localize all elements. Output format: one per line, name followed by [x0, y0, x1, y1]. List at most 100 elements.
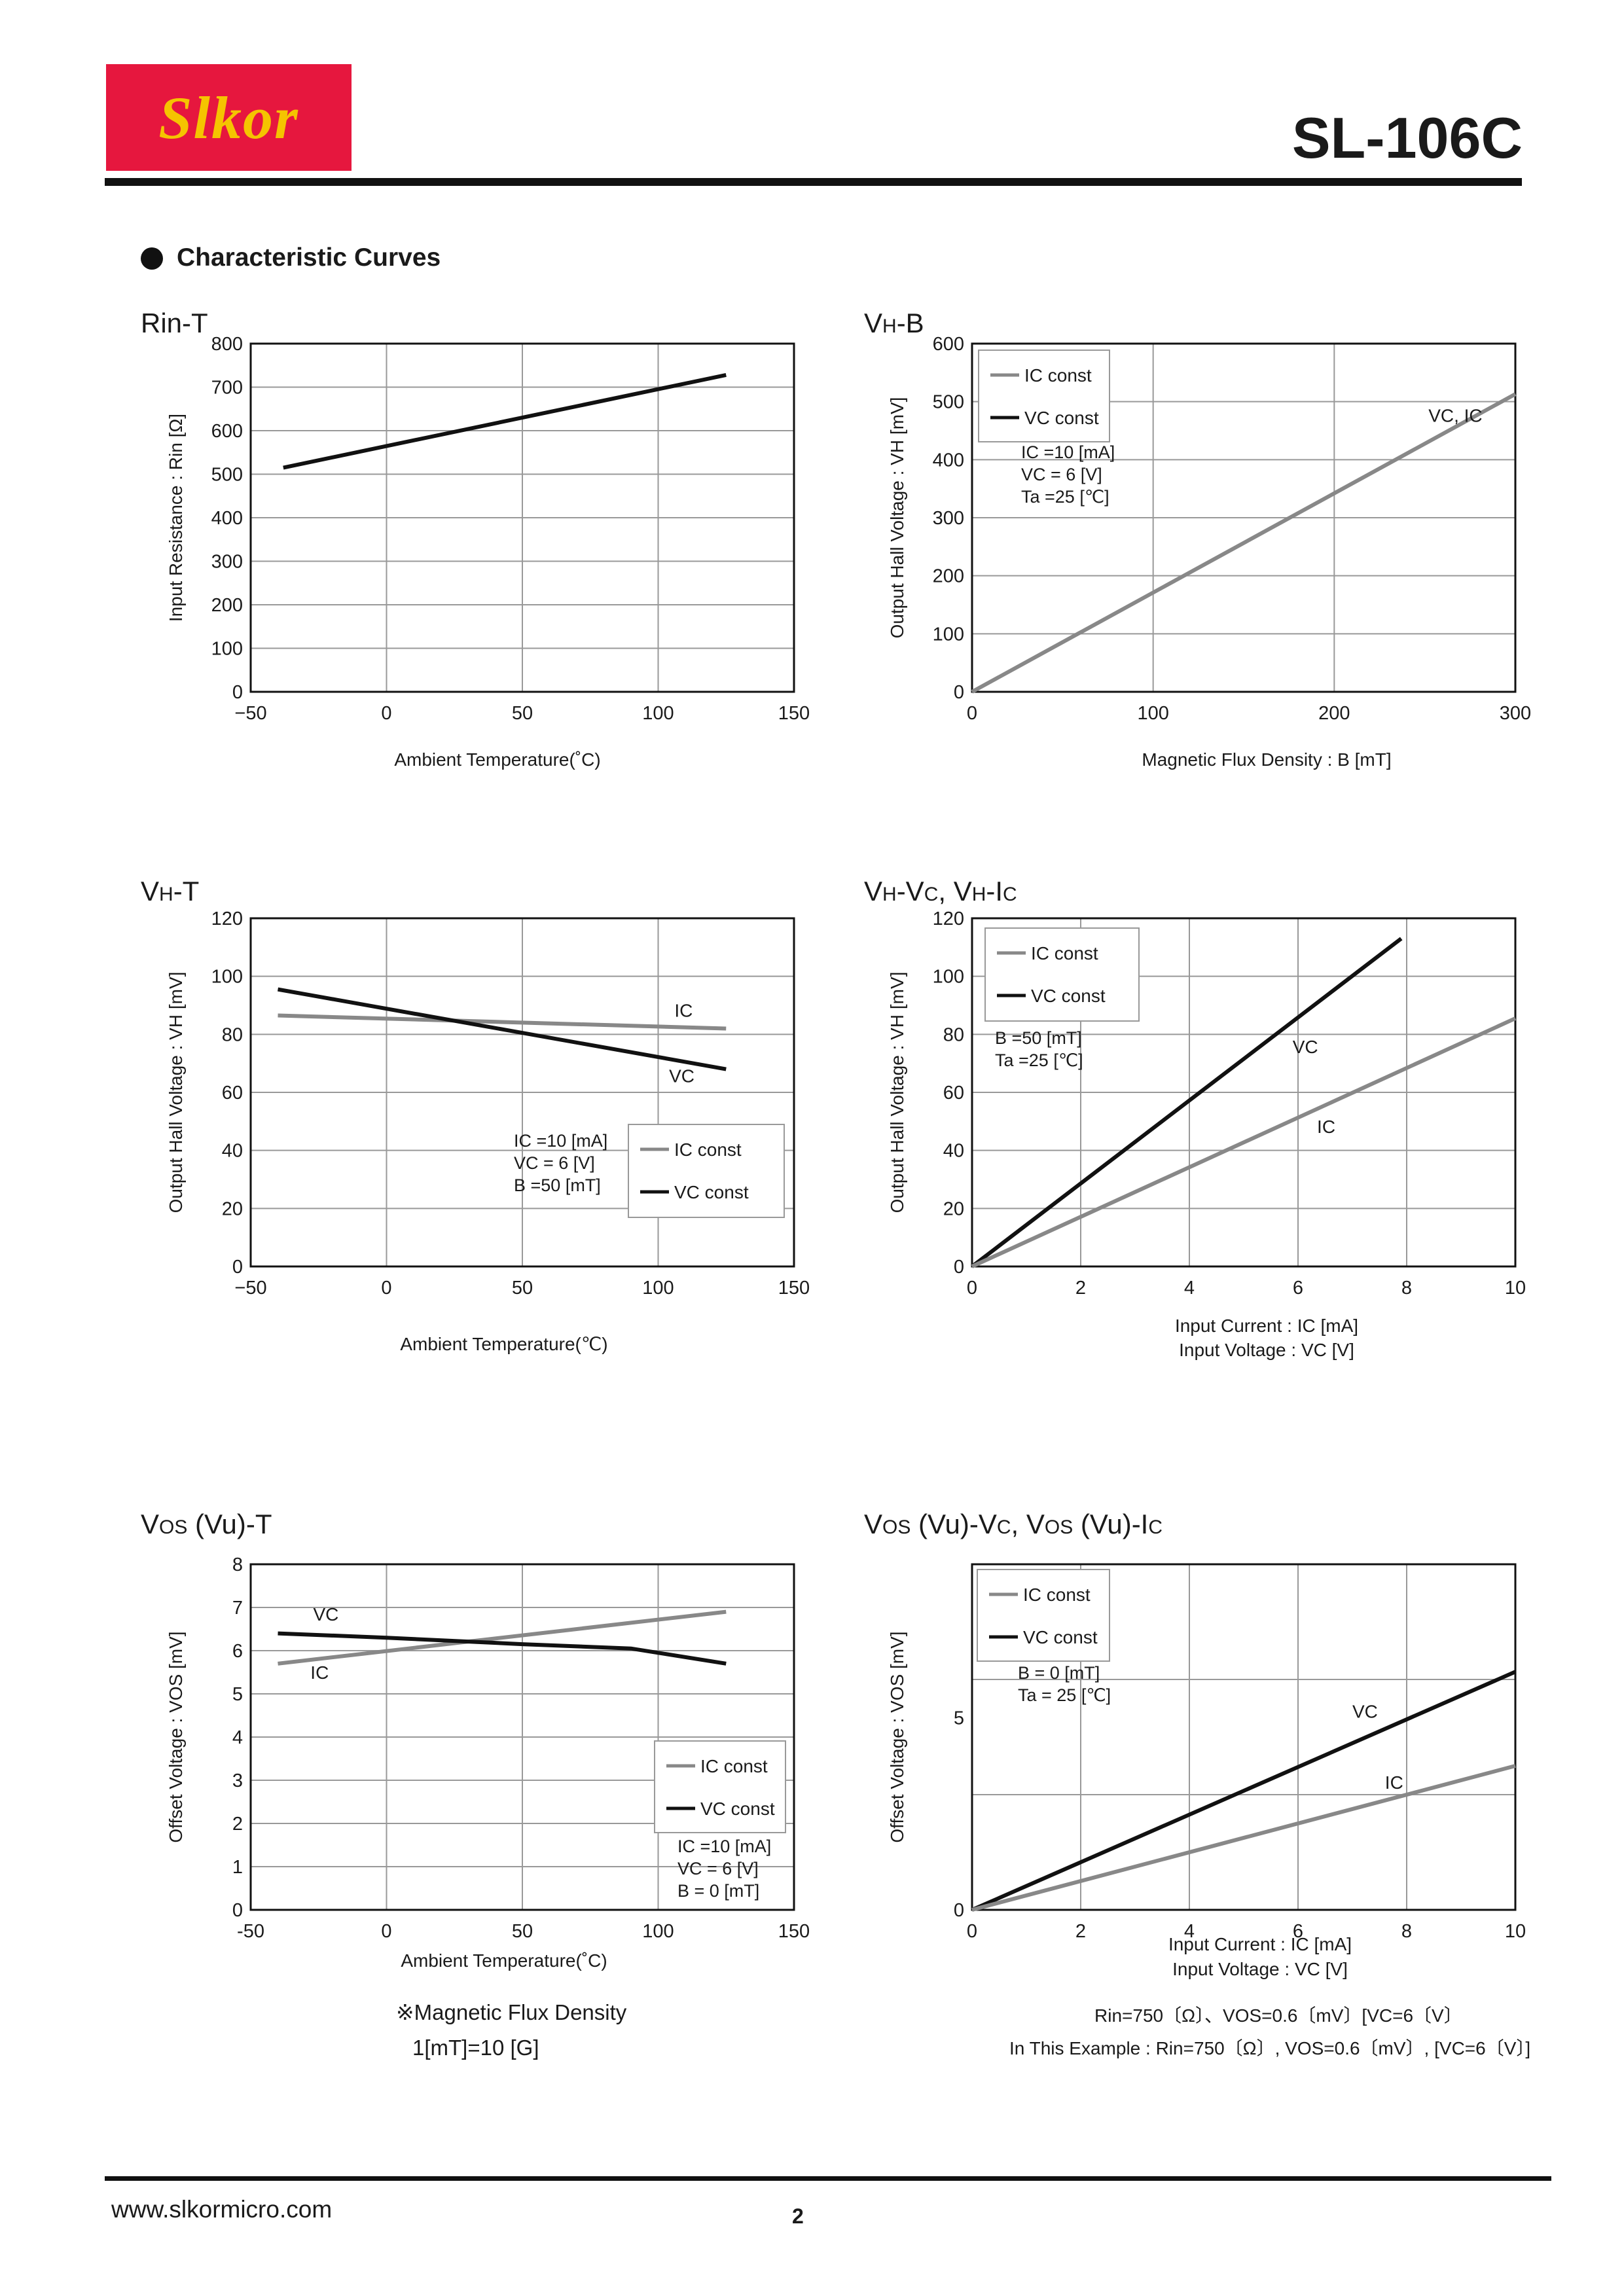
- x-axis-label: Input Current : IC [mA]: [1168, 1934, 1352, 1954]
- x-tick-label: 2: [1075, 1921, 1086, 1942]
- x-axis-label-2: Input Voltage : VC [V]: [1179, 1340, 1354, 1360]
- header-divider: [105, 178, 1522, 186]
- y-tick-label: 20: [222, 1198, 243, 1219]
- x-tick-label: 10: [1505, 1278, 1526, 1299]
- y-tick-label: 0: [232, 682, 243, 703]
- x-tick-label: 50: [512, 1921, 533, 1942]
- condition-text: Ta =25 [℃]: [1021, 487, 1110, 507]
- plot-frame: [971, 1563, 1517, 1911]
- y-axis-label: Input Resistance : Rin [Ω]: [166, 414, 186, 622]
- bullet-icon: [141, 247, 163, 270]
- y-tick-label: 80: [222, 1024, 243, 1045]
- example-note-1: Rin=750〔Ω〕、VOS=0.6〔mV〕[VC=6〔V〕: [1094, 2005, 1462, 2026]
- y-tick-label: 500: [211, 465, 243, 486]
- legend-entry: IC const: [674, 1139, 742, 1160]
- y-tick-label: 0: [954, 1257, 964, 1278]
- plot-frame: [971, 917, 1517, 1268]
- legend-entry: VC const: [1031, 986, 1106, 1006]
- y-tick-label: 100: [211, 639, 243, 660]
- x-tick-label: 0: [967, 1921, 977, 1942]
- x-tick-label: 0: [967, 703, 977, 724]
- chart-title-vos-vc-ic: VOS (Vu)-VC, VOS (Vu)-IC: [864, 1509, 1163, 1539]
- y-tick-label: 20: [943, 1198, 964, 1219]
- condition-text: IC =10 [mA]: [514, 1131, 607, 1151]
- y-tick-label: 0: [954, 682, 964, 703]
- y-tick-label: 600: [933, 334, 964, 355]
- y-tick-label: 0: [232, 1900, 243, 1921]
- x-tick-label: 150: [778, 1921, 810, 1942]
- condition-text: VC = 6 [V]: [514, 1153, 595, 1173]
- curve-label: VC, IC: [1428, 406, 1482, 426]
- condition-text: Ta = 25 [℃]: [1018, 1685, 1111, 1705]
- condition-text: IC =10 [mA]: [1021, 442, 1115, 462]
- y-axis-label: Output Hall Voltage : VH [mV]: [887, 397, 907, 639]
- y-tick-label: 400: [211, 508, 243, 529]
- x-tick-label: 150: [778, 1278, 810, 1299]
- y-tick-label: 120: [211, 908, 243, 929]
- chart-title-vh-vc-ic: VH-VC, VH-IC: [864, 876, 1017, 906]
- x-tick-label: 8: [1401, 1278, 1412, 1299]
- plot-frame: [249, 1563, 795, 1911]
- curve-label: IC: [1317, 1117, 1335, 1137]
- example-note-2: In This Example : Rin=750〔Ω〕, VOS=0.6〔mV…: [1009, 2038, 1531, 2058]
- x-axis-label: Ambient Temperature(℃): [400, 1334, 607, 1354]
- y-tick-label: 60: [222, 1083, 243, 1103]
- chart-title-vos-t: VOS (Vu)-T: [141, 1509, 272, 1539]
- condition-text: IC =10 [mA]: [677, 1837, 771, 1856]
- series-line-0: [278, 1609, 727, 1666]
- y-tick-label: 80: [943, 1024, 964, 1045]
- brand-logo: Slkor: [106, 64, 352, 171]
- y-tick-label: 5: [232, 1684, 243, 1705]
- series-line-0: [971, 937, 1403, 1268]
- plot-frame: [971, 342, 1517, 693]
- x-tick-label: 200: [1318, 703, 1350, 724]
- curve-label: IC: [310, 1662, 329, 1683]
- legend-entry: VC const: [674, 1182, 749, 1202]
- y-axis-label: Offset Voltage : VOS [mV]: [887, 1631, 907, 1842]
- y-tick-label: 400: [933, 450, 964, 471]
- plot-frame: [249, 917, 795, 1268]
- y-tick-label: 40: [222, 1141, 243, 1162]
- x-axis-label: Magnetic Flux Density : B [mT]: [1142, 749, 1391, 770]
- x-tick-label: −50: [234, 703, 266, 724]
- x-tick-label: 0: [381, 703, 391, 724]
- y-tick-label: 500: [933, 392, 964, 413]
- y-tick-label: 0: [954, 1900, 964, 1921]
- y-axis-label: Output Hall Voltage : VH [mV]: [166, 972, 186, 1213]
- legend-entry: VC const: [1024, 408, 1099, 428]
- condition-text: B =50 [mT]: [995, 1028, 1082, 1048]
- x-axis-label-2: Input Voltage : VC [V]: [1172, 1959, 1348, 1979]
- y-tick-label: 2: [232, 1814, 243, 1835]
- page-number: 2: [792, 2204, 804, 2228]
- legend-entry: VC const: [1023, 1627, 1098, 1647]
- x-tick-label: 6: [1293, 1921, 1303, 1942]
- footer-divider: [105, 2176, 1551, 2181]
- x-tick-label: 0: [967, 1278, 977, 1299]
- curve-label: VC: [313, 1604, 338, 1624]
- chart-title-rin-t: Rin-T: [141, 308, 208, 338]
- series-line-0: [971, 1670, 1517, 1912]
- x-tick-label: 100: [642, 1921, 674, 1942]
- website-link[interactable]: www.slkormicro.com: [111, 2196, 333, 2223]
- x-tick-label: 50: [512, 1278, 533, 1299]
- series-line-0: [971, 392, 1517, 694]
- legend-entry: IC const: [1031, 943, 1098, 963]
- x-axis-label: Ambient Temperature(˚C): [394, 749, 600, 770]
- y-tick-label: 120: [933, 908, 964, 929]
- curve-label: VC: [1352, 1702, 1378, 1722]
- y-tick-label: 6: [232, 1641, 243, 1662]
- x-axis-label: Input Current : IC [mA]: [1175, 1316, 1358, 1336]
- y-tick-label: 100: [933, 624, 964, 645]
- chart-title-vh-t: VH-T: [141, 876, 200, 906]
- x-tick-label: 150: [778, 703, 810, 724]
- y-tick-label: 3: [232, 1770, 243, 1791]
- series-line-0: [283, 372, 727, 470]
- legend-entry: IC const: [1024, 365, 1092, 386]
- x-tick-label: 2: [1075, 1278, 1086, 1299]
- x-tick-label: 300: [1500, 703, 1531, 724]
- y-tick-label: 60: [943, 1083, 964, 1103]
- flux-note-1: ※Magnetic Flux Density: [396, 2000, 627, 2024]
- y-tick-label: 800: [211, 334, 243, 355]
- curve-label: IC: [1385, 1772, 1403, 1793]
